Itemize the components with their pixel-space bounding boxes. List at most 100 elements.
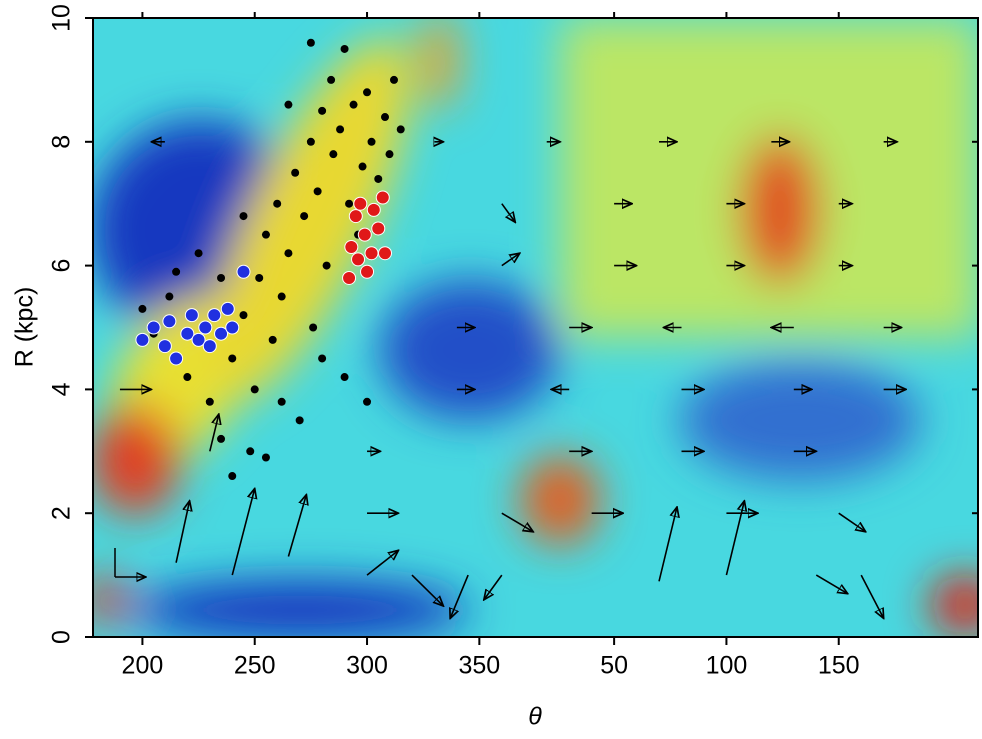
scatter-point: [318, 106, 327, 115]
scale-arrow: [114, 548, 146, 577]
scatter-point: [358, 162, 367, 171]
vector-arrow: [450, 574, 469, 618]
y-tick-label: 8: [48, 135, 76, 149]
vector-arrow: [501, 512, 533, 532]
scatter-point: [345, 199, 354, 208]
scatter-point: [306, 137, 315, 146]
vector-arrow: [231, 488, 254, 576]
vector-arrow: [838, 512, 866, 532]
scatter-point: [313, 187, 322, 196]
scatter-point: [306, 38, 315, 47]
scatter-point: [217, 434, 226, 443]
scatter-point: [363, 397, 372, 406]
scatter-point: [340, 373, 349, 382]
scatter-point: [389, 75, 398, 84]
x-tick-label: 300: [346, 652, 388, 680]
highlight-point: [169, 351, 184, 366]
scatter-point: [277, 397, 286, 406]
scatter-point: [261, 453, 270, 462]
highlight-point: [198, 320, 213, 335]
highlight-point: [220, 301, 235, 316]
y-tick-label: 2: [48, 506, 76, 520]
marks-layer: [119, 38, 906, 619]
scatter-point: [363, 88, 372, 97]
highlight-point: [378, 246, 393, 261]
highlight-point: [366, 202, 381, 217]
highlight-point: [351, 252, 366, 267]
scatter-point: [396, 125, 405, 134]
x-axis-label: θ: [528, 703, 542, 731]
scatter-point: [277, 292, 286, 301]
highlight-point: [162, 314, 177, 329]
scatter-point: [291, 168, 300, 177]
highlight-point: [146, 320, 161, 335]
vector-arrow: [658, 507, 677, 582]
scatter-point: [318, 354, 327, 363]
highlight-point: [353, 196, 368, 211]
vector-arrow: [287, 495, 306, 557]
x-tick-label: 250: [234, 652, 276, 680]
scatter-point: [385, 150, 394, 159]
highlight-point: [344, 240, 359, 255]
scatter-point: [381, 113, 390, 122]
scatter-point: [284, 100, 293, 109]
y-tick-label: 6: [48, 259, 76, 273]
scatter-point: [336, 125, 345, 134]
plot-frame: [92, 17, 979, 638]
scatter-point: [228, 472, 237, 481]
highlight-point: [357, 227, 372, 242]
scatter-point: [284, 249, 293, 258]
scatter-point: [268, 335, 277, 344]
y-tick-label: 10: [48, 4, 76, 32]
scatter-point: [217, 273, 226, 282]
vector-arrow: [366, 550, 398, 576]
scatter-point: [261, 230, 270, 239]
x-tick-label: 150: [818, 652, 860, 680]
scatter-point: [205, 397, 214, 406]
scatter-point: [246, 447, 255, 456]
highlight-point: [360, 264, 375, 279]
y-tick-label: 4: [48, 382, 76, 396]
highlight-point: [348, 209, 363, 224]
y-tick-label: 0: [48, 630, 76, 644]
scatter-point: [239, 311, 248, 320]
scatter-point: [327, 75, 336, 84]
y-axis-label: R (kpc): [11, 287, 39, 368]
scatter-point: [295, 416, 304, 425]
scatter-point: [183, 373, 192, 382]
scatter-point: [349, 100, 358, 109]
highlight-point: [375, 190, 390, 205]
vector-arrow: [815, 574, 847, 594]
highlight-point: [214, 326, 229, 341]
scatter-point: [322, 261, 331, 270]
vector-arrow: [725, 501, 744, 576]
vector-arrow: [411, 574, 443, 606]
vector-arrow: [501, 253, 520, 267]
scatter-point: [300, 212, 309, 221]
scatter-point: [340, 44, 349, 53]
scatter-point: [367, 137, 376, 146]
scatter-point: [228, 354, 237, 363]
highlight-point: [236, 264, 251, 279]
scatter-point: [250, 385, 259, 394]
scatter-point: [329, 150, 338, 159]
heatmap: [93, 18, 978, 637]
x-tick-label: 100: [706, 652, 748, 680]
x-tick-label: 350: [458, 652, 500, 680]
scatter-point: [255, 273, 264, 282]
scatter-point: [194, 249, 203, 258]
vector-arrow: [484, 574, 503, 600]
scatter-point: [138, 304, 147, 313]
scatter-point: [165, 292, 174, 301]
vector-arrow: [175, 501, 189, 563]
scatter-point: [309, 323, 318, 332]
highlight-point: [207, 308, 222, 323]
highlight-point: [135, 332, 150, 347]
x-tick-label: 200: [122, 652, 164, 680]
highlight-point: [225, 320, 240, 335]
highlight-point: [180, 326, 195, 341]
x-tick-label: 50: [600, 652, 628, 680]
highlight-point: [371, 221, 386, 236]
scatter-point: [239, 212, 248, 221]
